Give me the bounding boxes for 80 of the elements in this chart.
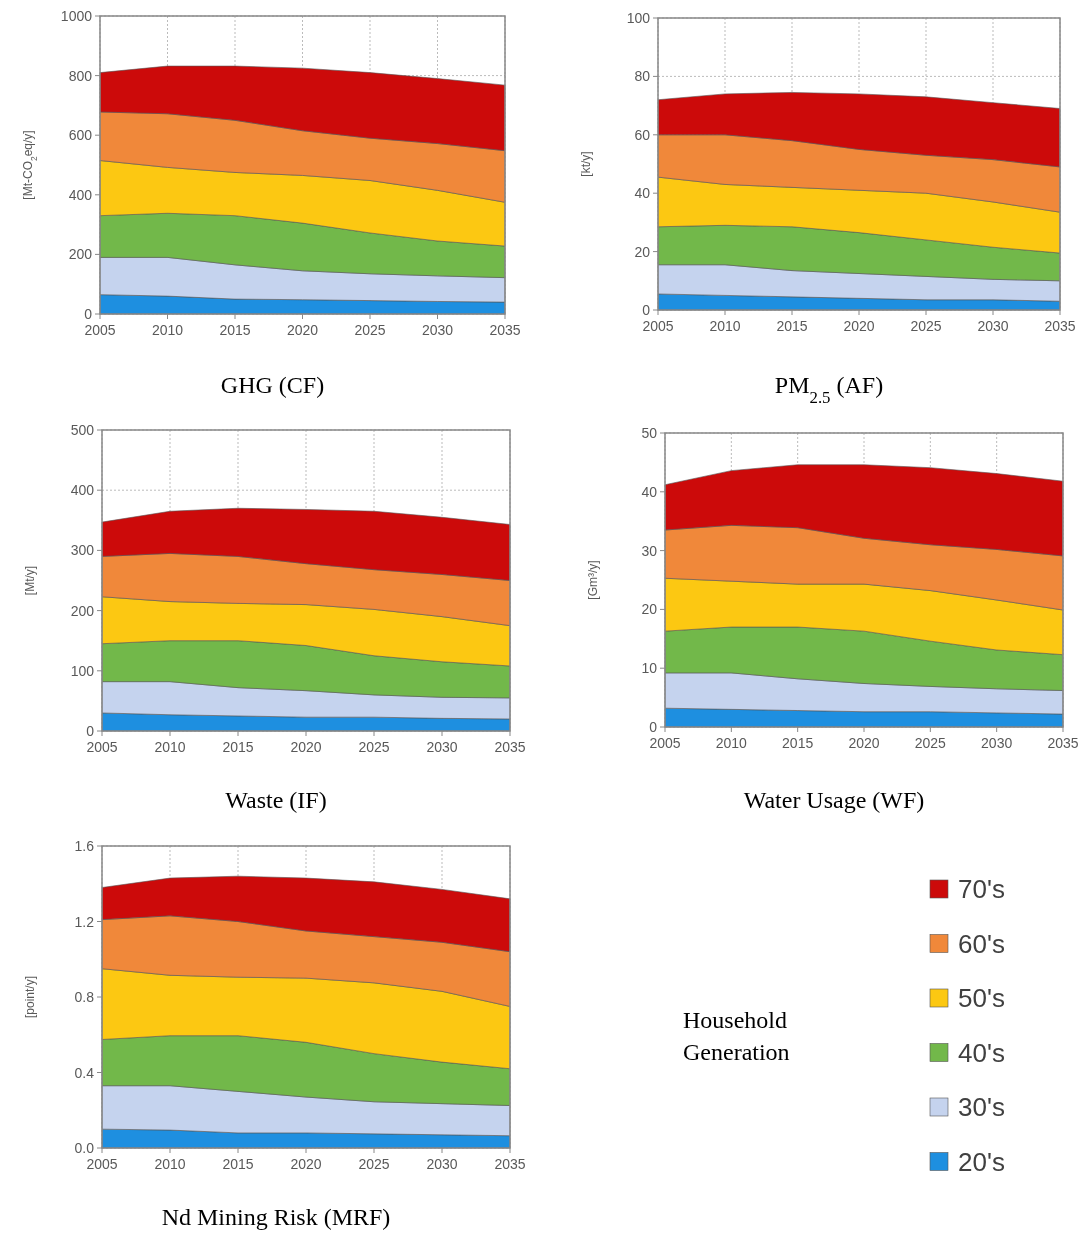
x-tick-label: 2010 (715, 735, 748, 751)
legend-label: 40's (958, 1037, 1005, 1068)
legend-label: 70's (958, 874, 1005, 904)
x-tick-label: 2030 (977, 318, 1009, 334)
x-tick-label: 2010 (709, 318, 741, 334)
y-axis-title: [Gm³/y] (586, 560, 600, 600)
x-tick-label: 2005 (649, 735, 681, 751)
x-tick-label: 2015 (222, 1156, 254, 1172)
y-tick-label: 0 (642, 302, 651, 318)
x-tick-label: 2025 (910, 318, 942, 334)
legend-label: 30's (958, 1092, 1005, 1122)
y-tick-label: 500 (70, 422, 95, 438)
x-tick-label: 2025 (358, 1156, 390, 1172)
text: Waste (IF) (225, 787, 327, 813)
x-tick-label: 2035 (489, 322, 521, 338)
y-tick-label: 100 (626, 10, 651, 26)
y-tick-label: 0.0 (74, 1140, 95, 1156)
y-tick-label: 400 (68, 186, 93, 203)
y-tick-label: 0.8 (74, 989, 95, 1005)
x-tick-label: 2025 (354, 322, 386, 338)
y-tick-label: 10 (641, 660, 658, 677)
y-tick-label: 1.6 (74, 838, 95, 854)
y-tick-label: 40 (634, 185, 651, 202)
y-tick-label: 0 (86, 723, 95, 739)
y-axis-title: [Mt/y] (23, 565, 37, 596)
y-tick-label: 1.2 (74, 913, 95, 930)
legend-label: 50's (958, 983, 1005, 1013)
y-tick-label: 100 (70, 662, 95, 679)
y-axis-title: [kt/y] (579, 151, 593, 177)
x-tick-label: 2005 (642, 318, 674, 334)
x-tick-label: 2015 (219, 322, 251, 338)
y-tick-label: 20 (634, 243, 651, 260)
x-tick-label: 2020 (843, 318, 875, 334)
legend-label: 20's (958, 1146, 1005, 1177)
x-tick-label: 2010 (154, 739, 186, 755)
y-tick-label: 0 (84, 306, 93, 322)
text: PM$_{2.5}$ (AF) (774, 372, 884, 407)
x-tick-label: 2010 (151, 322, 184, 338)
x-tick-label: 2010 (154, 1156, 186, 1172)
x-tick-label: 2035 (1044, 318, 1076, 334)
x-tick-label: 2005 (86, 1156, 118, 1172)
x-tick-label: 2005 (84, 322, 116, 338)
x-tick-label: 2030 (426, 1156, 458, 1172)
x-tick-label: 2005 (86, 739, 118, 755)
x-tick-label: 2025 (914, 735, 947, 751)
y-tick-label: 20 (641, 601, 658, 618)
text: Nd Mining Risk (MRF) (161, 1204, 391, 1230)
x-tick-label: 2030 (981, 735, 1013, 751)
y-tick-label: 50 (641, 425, 658, 441)
y-tick-label: 800 (68, 67, 93, 84)
y-tick-label: 200 (70, 602, 95, 619)
x-tick-label: 2035 (494, 1156, 526, 1172)
text: GHG (CF) (220, 372, 325, 398)
x-tick-label: 2020 (290, 1156, 322, 1172)
y-tick-label: 300 (70, 542, 95, 559)
x-tick-label: 2035 (1047, 735, 1079, 751)
x-tick-label: 2015 (222, 739, 254, 755)
x-tick-label: 2035 (494, 739, 526, 755)
x-tick-label: 2020 (848, 735, 880, 751)
y-tick-label: 400 (70, 482, 95, 499)
y-tick-label: 60 (634, 126, 651, 143)
y-tick-label: 30 (641, 542, 658, 559)
y-axis-title: [point/y] (23, 975, 37, 1019)
x-tick-label: 2020 (290, 739, 322, 755)
x-tick-label: 2015 (776, 318, 808, 334)
y-tick-label: 0.4 (74, 1064, 95, 1081)
y-tick-label: 200 (68, 246, 93, 263)
y-tick-label: 600 (68, 127, 93, 144)
x-tick-label: 2025 (358, 739, 390, 755)
legend-title: Household Generation (683, 1007, 790, 1065)
y-tick-label: 0 (649, 719, 658, 735)
y-tick-label: 1000 (60, 8, 93, 24)
text: Water Usage (WF) (743, 787, 925, 813)
x-tick-label: 2030 (421, 322, 454, 338)
y-tick-label: 80 (634, 68, 651, 85)
x-tick-label: 2030 (426, 739, 458, 755)
x-tick-label: 2015 (782, 735, 814, 751)
legend-label: 60's (958, 928, 1005, 959)
y-tick-label: 40 (641, 483, 658, 500)
x-tick-label: 2020 (286, 322, 319, 338)
